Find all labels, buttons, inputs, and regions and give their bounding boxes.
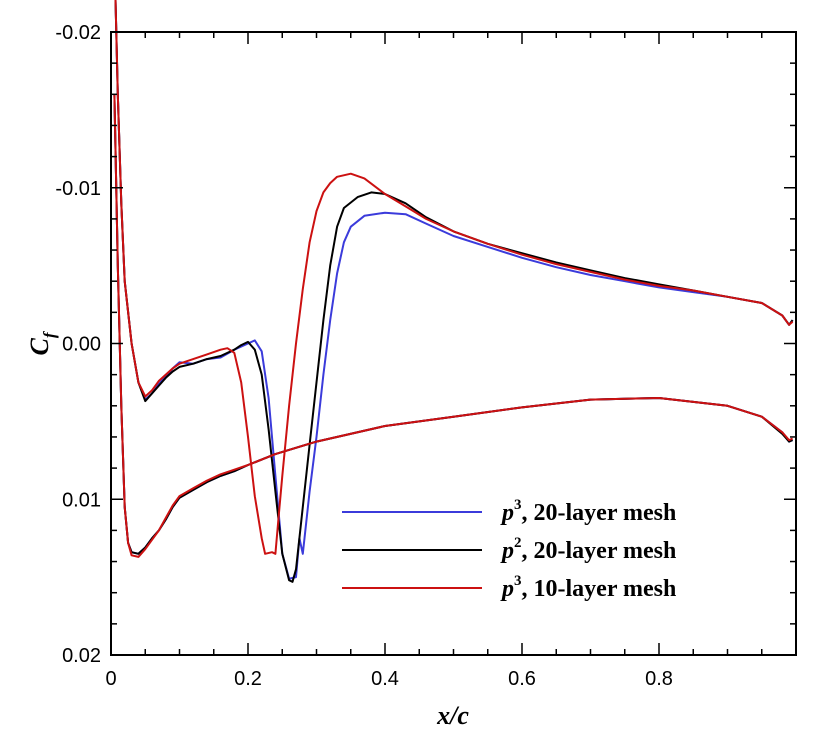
legend-var: p [500,500,514,526]
series-1-upper-line [114,0,794,580]
legend-label: , 20-layer mesh [522,538,677,564]
x-tick-label: 0.4 [371,668,399,690]
legend-entry-3: p3, 10-layer mesh [500,573,676,602]
y-tick-label: -0.01 [55,178,101,200]
legend-sup: 3 [514,573,522,589]
legend-label: , 10-layer mesh [522,576,677,602]
y-tick-label: 0.02 [62,645,101,667]
x-tick-label: 0.2 [234,668,262,690]
y-tick-label: -0.02 [55,22,101,44]
legend-var: p [500,538,514,564]
x-axis-title: x/c [436,701,469,730]
legend-label: , 20-layer mesh [522,500,677,526]
x-tick-label: 0.8 [645,668,673,690]
legend-var: p [500,576,514,602]
legend-entry-1: p3, 20-layer mesh [500,497,676,526]
series-layer [113,0,794,583]
x-tick-label: 0 [105,668,116,690]
series-2-upper-line [114,0,794,583]
x-tick-label: 0.6 [508,668,536,690]
legend-sup: 3 [514,497,522,513]
y-tick-label: 0.01 [62,489,101,511]
y-axis-title: Cf [25,330,59,355]
series-3-lower-line [113,94,794,558]
y-axis-title-sub: f [40,330,59,338]
y-axis-title-main: C [25,338,54,356]
legend-sup: 2 [514,535,522,551]
y-tick-label: 0.00 [62,334,101,356]
tick-layer: 0 0.2 0.4 0.6 0.8 -0.02 -0.01 0.00 0.01 0.02 [55,22,796,690]
legend-entry-2: p2, 20-layer mesh [500,535,676,564]
series-3-upper-line [114,0,794,555]
